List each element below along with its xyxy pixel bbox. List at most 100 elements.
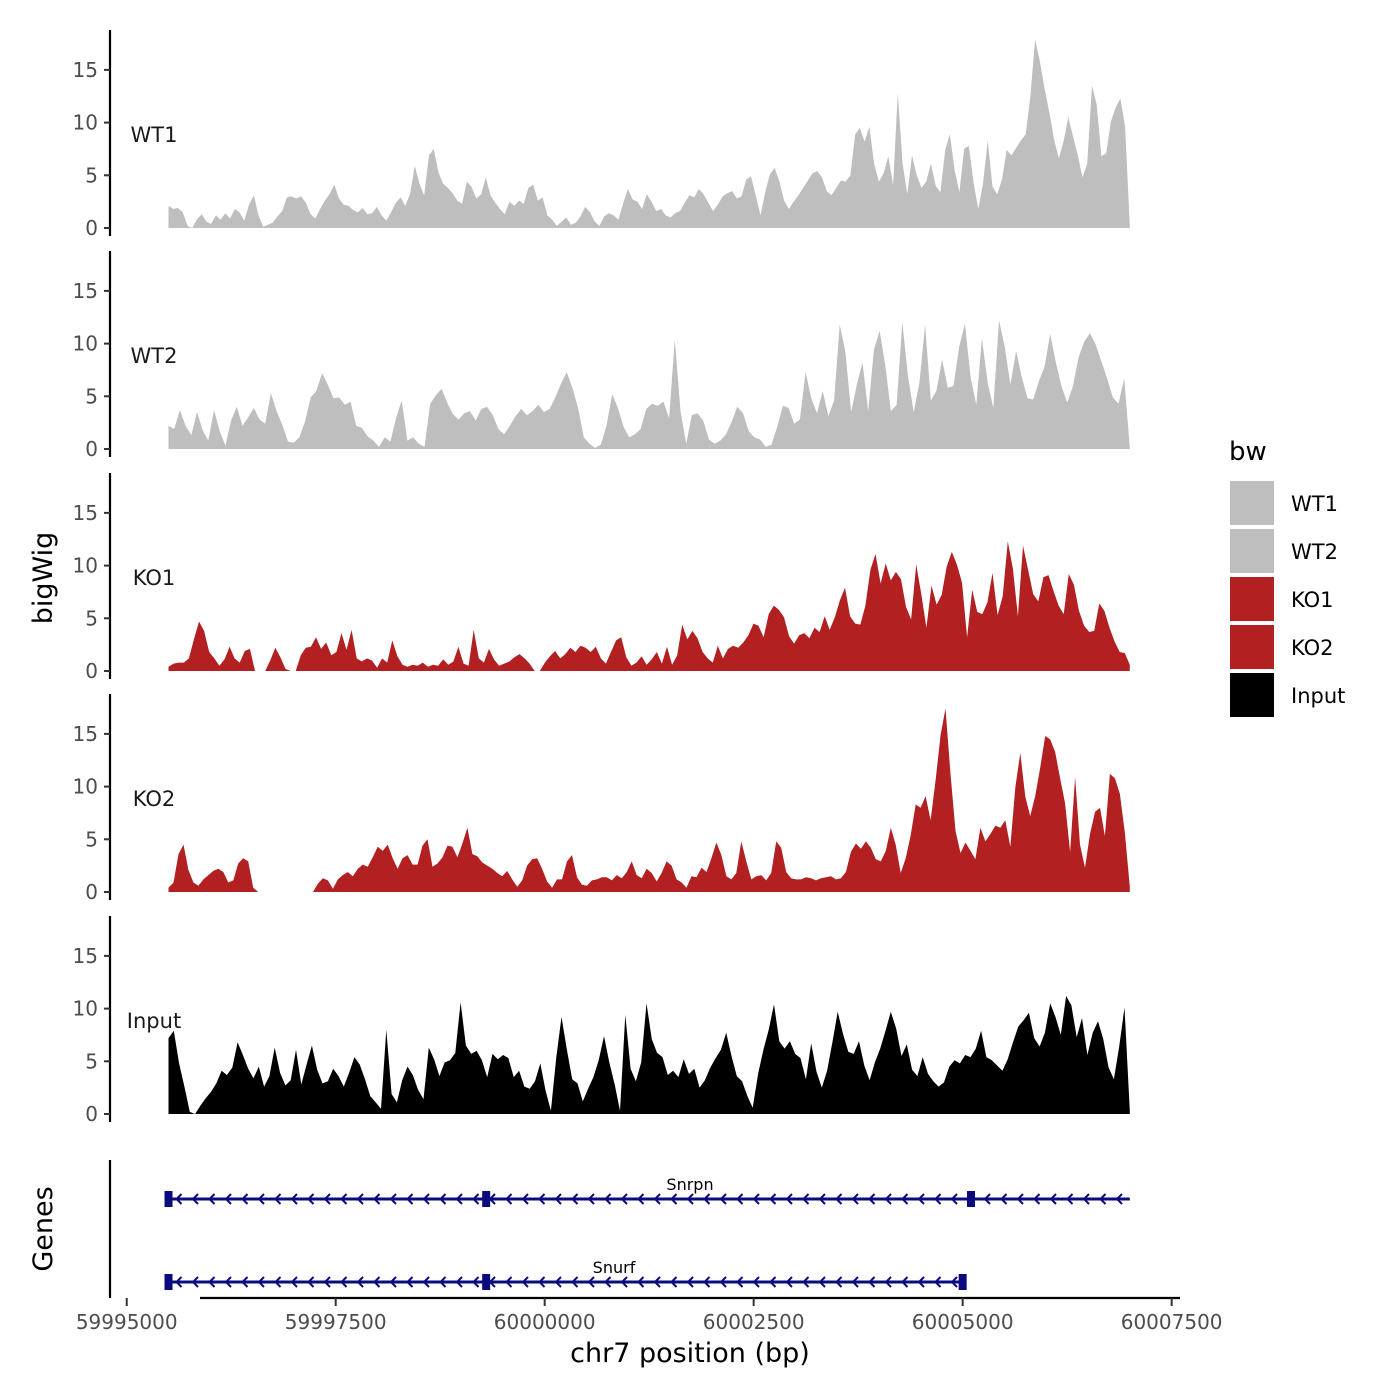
y-axis-title: bigWig <box>28 532 59 625</box>
strand-arrow <box>752 1193 760 1205</box>
strand-arrow <box>769 1276 777 1288</box>
strand-arrow <box>472 1276 480 1288</box>
strand-arrow <box>1115 1193 1123 1205</box>
coverage-area-input <box>168 995 1130 1114</box>
strand-arrow <box>356 1276 364 1288</box>
gene-track-title: Genes <box>28 1186 59 1271</box>
strand-arrow <box>389 1193 397 1205</box>
track-ko1: 0 5 10 15 KO1 <box>73 473 1130 683</box>
y-tick-label: 0 <box>85 216 98 240</box>
y-tick-label: 5 <box>85 163 98 187</box>
strand-arrow <box>818 1193 826 1205</box>
x-tick-label: 60002500 <box>703 1310 805 1334</box>
strand-arrow <box>736 1193 744 1205</box>
gene-snurf: Snurf <box>164 1258 967 1290</box>
strand-arrow <box>818 1276 826 1288</box>
strand-arrow <box>884 1276 892 1288</box>
y-tick-label: 10 <box>73 775 98 799</box>
strand-arrow <box>208 1193 216 1205</box>
y-tick-label: 15 <box>73 279 98 303</box>
strand-arrow <box>241 1276 249 1288</box>
y-tick-label: 5 <box>85 827 98 851</box>
strand-arrow <box>1066 1193 1074 1205</box>
strand-arrow <box>406 1276 414 1288</box>
y-tick-label: 0 <box>85 437 98 461</box>
strand-arrow <box>917 1193 925 1205</box>
strand-arrow <box>653 1193 661 1205</box>
strand-arrow <box>538 1276 546 1288</box>
exon <box>482 1274 491 1290</box>
strand-arrow <box>422 1276 430 1288</box>
y-tick-label: 10 <box>73 332 98 356</box>
strand-arrow <box>1049 1193 1057 1205</box>
strand-arrow <box>769 1193 777 1205</box>
strand-arrow <box>670 1276 678 1288</box>
legend-label: WT1 <box>1291 492 1338 516</box>
track-label: WT1 <box>131 123 178 147</box>
strand-arrow <box>785 1276 793 1288</box>
strand-arrow <box>851 1276 859 1288</box>
coverage-area-ko2 <box>168 708 1130 892</box>
strand-arrow <box>835 1276 843 1288</box>
strand-arrow <box>703 1276 711 1288</box>
strand-arrow <box>554 1193 562 1205</box>
strand-arrow <box>422 1193 430 1205</box>
strand-arrow <box>1016 1193 1024 1205</box>
strand-arrow <box>719 1276 727 1288</box>
strand-arrow <box>439 1193 447 1205</box>
gene-label: Snurf <box>593 1258 636 1277</box>
strand-arrow <box>257 1276 265 1288</box>
strand-arrow <box>373 1193 381 1205</box>
x-tick-label: 60000000 <box>494 1310 596 1334</box>
strand-arrow <box>274 1276 282 1288</box>
strand-arrow <box>290 1276 298 1288</box>
strand-arrow <box>257 1193 265 1205</box>
y-tick-label: 15 <box>73 944 98 968</box>
strand-arrow <box>274 1193 282 1205</box>
strand-arrow <box>785 1193 793 1205</box>
legend-title: bw <box>1229 437 1267 467</box>
strand-arrow <box>950 1193 958 1205</box>
strand-arrow <box>241 1193 249 1205</box>
legend-item-ko1: KO1 <box>1230 577 1334 621</box>
track-label: Input <box>127 1009 181 1033</box>
strand-arrow <box>373 1276 381 1288</box>
legend-swatch <box>1230 577 1274 621</box>
legend-label: WT2 <box>1291 540 1338 564</box>
x-tick-label: 59997500 <box>285 1310 387 1334</box>
strand-arrow <box>703 1193 711 1205</box>
exon <box>958 1274 967 1290</box>
strand-arrow <box>587 1276 595 1288</box>
y-tick-label: 0 <box>85 880 98 904</box>
gene-track: Genes Snrpn Snurf <box>28 1160 1130 1298</box>
legend: bw WT1 WT2 KO1 KO2 Input <box>1229 437 1345 717</box>
coverage-area-wt2 <box>168 320 1130 449</box>
strand-arrow <box>637 1276 645 1288</box>
strand-arrow <box>835 1193 843 1205</box>
strand-arrow <box>752 1276 760 1288</box>
strand-arrow <box>587 1193 595 1205</box>
strand-arrow <box>686 1193 694 1205</box>
strand-arrow <box>472 1193 480 1205</box>
strand-arrow <box>1000 1193 1008 1205</box>
strand-arrow <box>538 1193 546 1205</box>
strand-arrow <box>637 1193 645 1205</box>
strand-arrow <box>983 1193 991 1205</box>
y-tick-label: 5 <box>85 384 98 408</box>
strand-arrow <box>455 1193 463 1205</box>
strand-arrow <box>340 1276 348 1288</box>
track-wt1: 0 5 10 15 WT1 <box>73 30 1130 240</box>
y-tick-label: 5 <box>85 606 98 630</box>
strand-arrow <box>934 1193 942 1205</box>
gene-snrpn: Snrpn <box>164 1175 1130 1207</box>
y-tick-label: 15 <box>73 58 98 82</box>
strand-arrow <box>571 1193 579 1205</box>
track-label: KO2 <box>133 787 176 811</box>
strand-arrow <box>901 1276 909 1288</box>
strand-arrow <box>868 1276 876 1288</box>
legend-swatch <box>1230 625 1274 669</box>
bigwig-tracks: 0 5 10 15 WT1 0 5 10 15 WT2 0 5 10 15 KO1 0 5 10 15 KO2 0 5 10… <box>73 30 1130 1126</box>
strand-arrow <box>554 1276 562 1288</box>
legend-item-wt1: WT1 <box>1230 481 1338 525</box>
